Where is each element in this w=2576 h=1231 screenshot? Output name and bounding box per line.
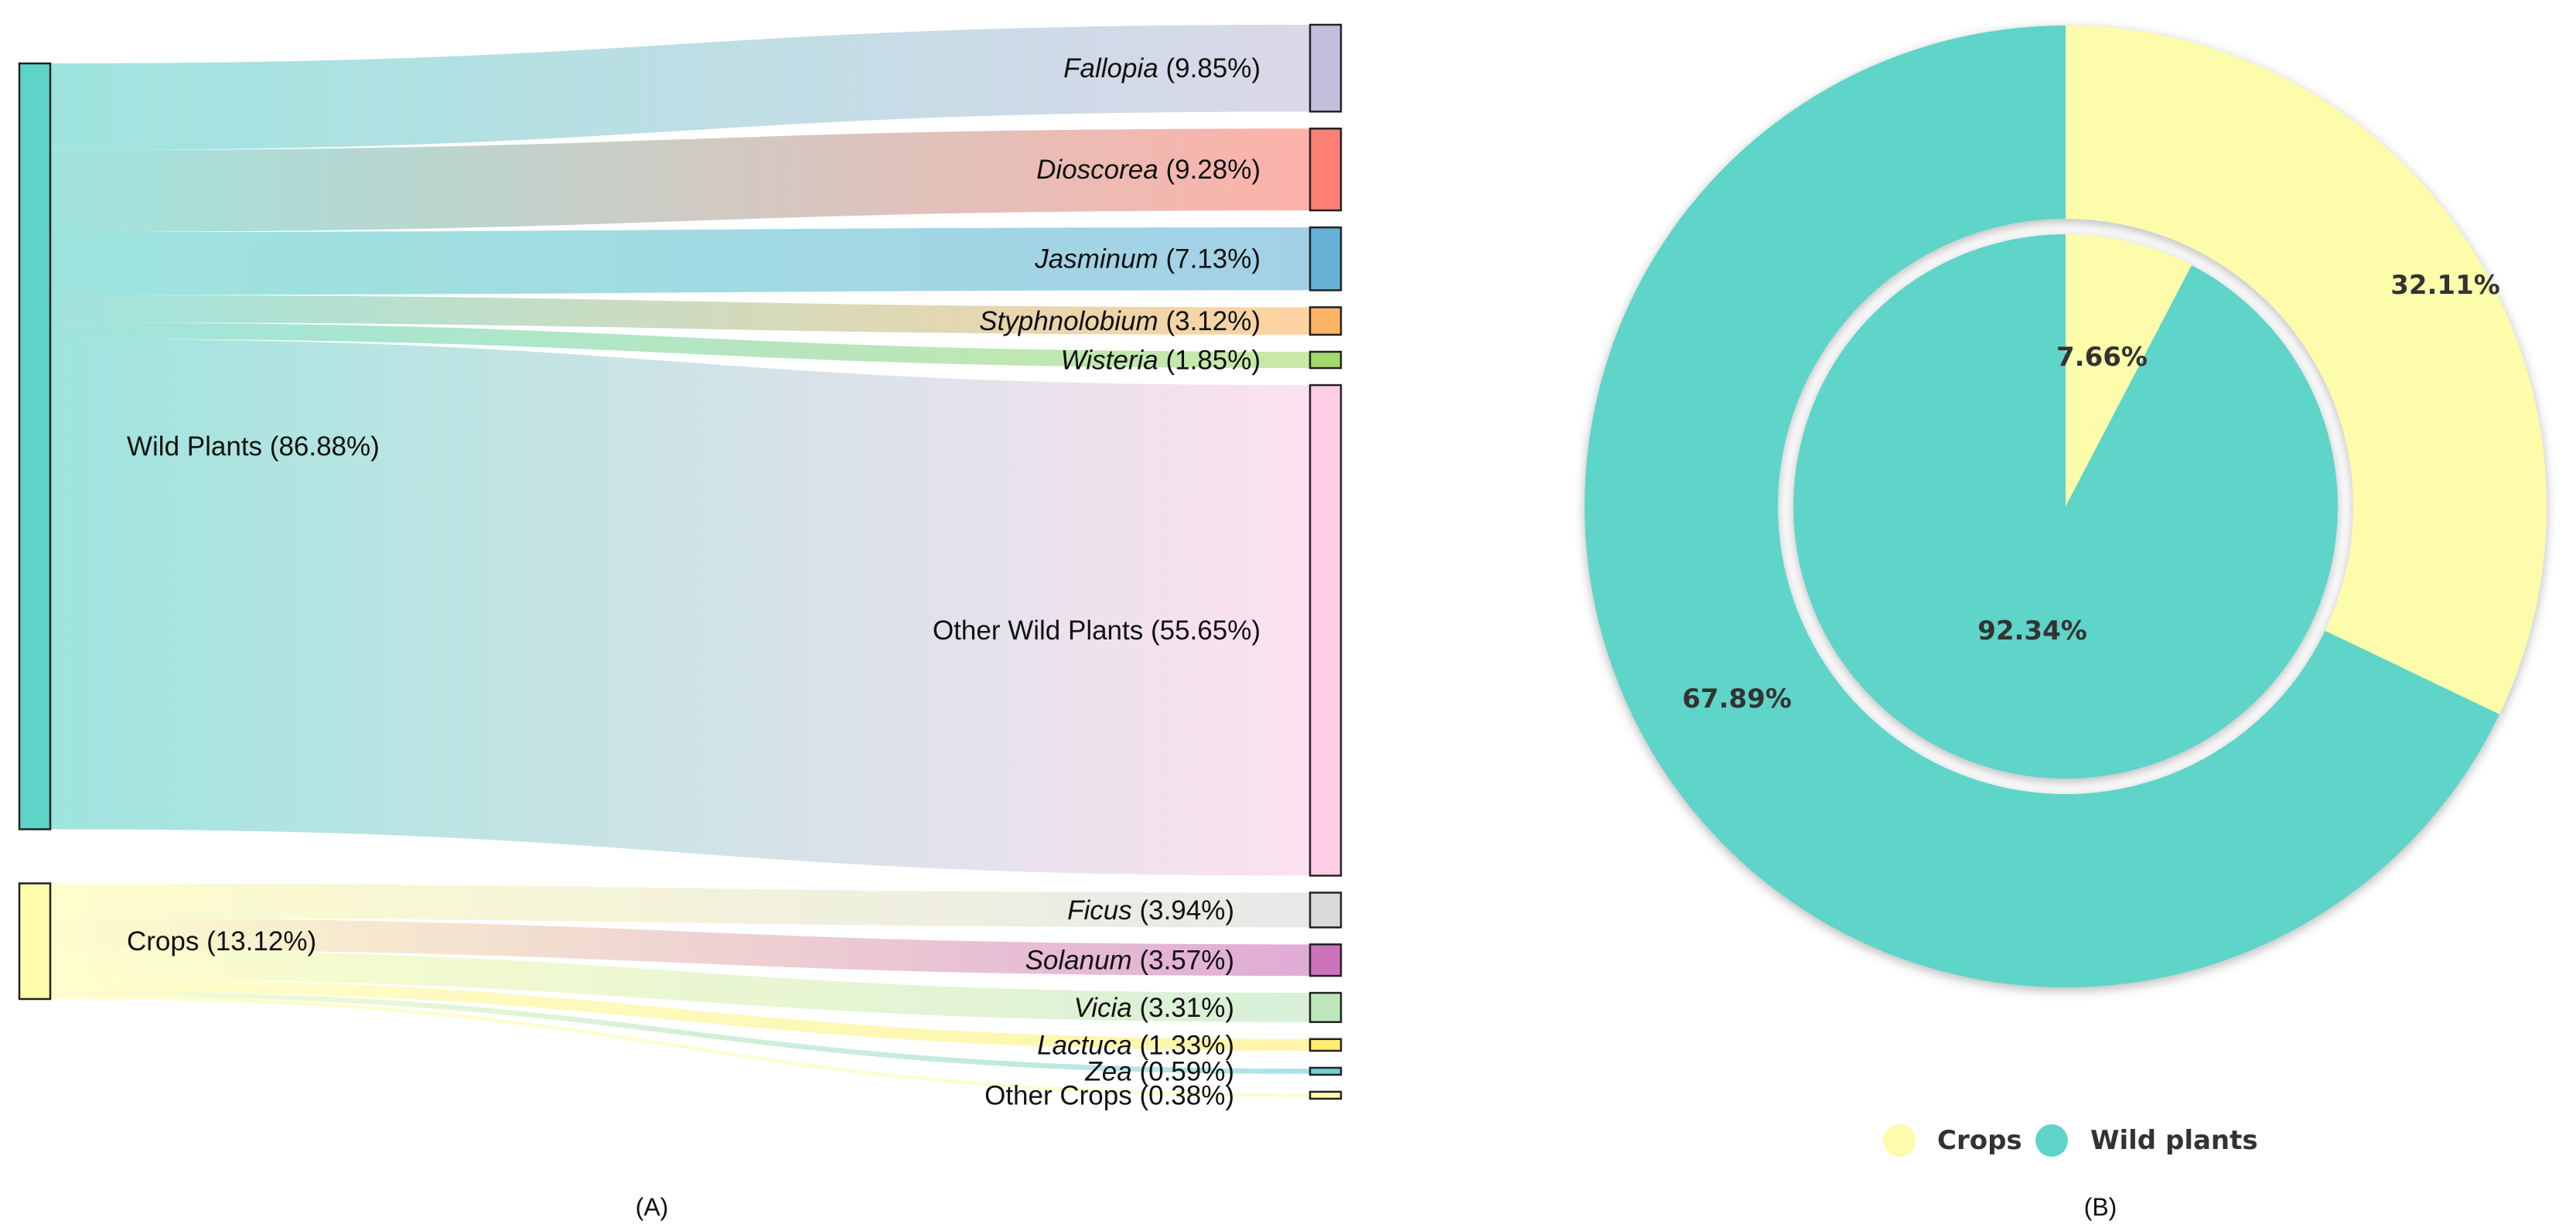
sankey-label-wisteria: Wisteria (1.85%) bbox=[1061, 345, 1261, 375]
outer-label-crops: 32.11% bbox=[2390, 270, 2500, 301]
sankey-label-percent: (3.57%) bbox=[1132, 946, 1234, 976]
sankey-label-percent: (86.88%) bbox=[262, 431, 380, 462]
sankey-node-other-wild-plants bbox=[1308, 384, 1343, 877]
sankey-link-wisteria bbox=[50, 322, 1310, 369]
sankey-link-vicia bbox=[50, 950, 1310, 1022]
legend-marker-wild-plants bbox=[2035, 1124, 2068, 1157]
sankey-label-vicia: Vicia (3.31%) bbox=[1073, 993, 1234, 1023]
sankey-label-wild-plants: Wild Plants (86.88%) bbox=[127, 431, 380, 462]
outer-slice-wild-plants bbox=[1584, 26, 2499, 987]
sankey-label-lactuca: Lactuca (1.33%) bbox=[1037, 1030, 1234, 1060]
legend: Crops Wild plants bbox=[1883, 1124, 2258, 1157]
sankey-label-name: Other Wild Plants bbox=[933, 616, 1143, 646]
legend-label-wild-plants: Wild plants bbox=[2090, 1125, 2258, 1156]
sankey-label-name: Dioscorea bbox=[1036, 155, 1158, 185]
sankey-node-vicia bbox=[1308, 991, 1343, 1024]
sankey-node-wild-plants bbox=[18, 62, 52, 830]
sankey-node-zea bbox=[1308, 1066, 1343, 1076]
sankey-node-jasminum bbox=[1308, 226, 1343, 292]
sankey-link-other-wild-plants bbox=[50, 339, 1310, 876]
inner-slice-wild-plants bbox=[1793, 234, 2339, 779]
legend-label-crops: Crops bbox=[1937, 1125, 2022, 1156]
inner-label-crops: 7.66% bbox=[2056, 342, 2148, 373]
sankey-label-name: Solanum bbox=[1025, 946, 1132, 976]
sankey-label-fallopia: Fallopia (9.85%) bbox=[1063, 53, 1261, 84]
sankey-link-solanum bbox=[50, 918, 1310, 977]
sankey-label-percent: (3.31%) bbox=[1132, 993, 1234, 1023]
sankey-label-solanum: Solanum (3.57%) bbox=[1025, 946, 1234, 976]
sankey-chart: Wild Plants (86.88%) Crops (13.12%) Fallop… bbox=[18, 23, 1343, 1221]
sankey-node-crops bbox=[18, 882, 52, 1001]
inner-label-wild-plants: 92.34% bbox=[1977, 616, 2087, 646]
sankey-link-other-crops bbox=[50, 995, 1310, 1097]
legend-marker-crops bbox=[1883, 1124, 1916, 1157]
sankey-label-name: Fallopia bbox=[1063, 53, 1158, 84]
sankey-label-styphnolobium: Styphnolobium (3.12%) bbox=[979, 306, 1261, 336]
sankey-link-lactuca bbox=[50, 978, 1310, 1051]
sankey-node-ficus bbox=[1308, 892, 1343, 929]
inner-slice-crops bbox=[2066, 234, 2192, 506]
sankey-label-percent: (13.12%) bbox=[199, 926, 316, 956]
donut-chart: 32.11% 67.89% 7.66% 92.34% Crops Wild plant… bbox=[1584, 26, 2547, 1221]
donut-inner-pie bbox=[1793, 234, 2339, 779]
sankey-label-name: Other Crops bbox=[984, 1080, 1132, 1110]
sankey-node-wisteria bbox=[1308, 350, 1343, 370]
sankey-label-name: Crops bbox=[127, 926, 199, 956]
outer-label-wild-plants: 67.89% bbox=[1682, 684, 1792, 714]
sankey-link-fallopia bbox=[50, 25, 1310, 151]
sankey-label-name: Jasminum bbox=[1034, 244, 1158, 275]
sankey-label-percent: (3.12%) bbox=[1158, 306, 1261, 336]
sankey-label-name: Zea bbox=[1084, 1056, 1131, 1086]
sankey-node-other-crops bbox=[1308, 1090, 1343, 1100]
sankey-node-styphnolobium bbox=[1308, 306, 1343, 336]
sankey-label-percent: (1.33%) bbox=[1132, 1030, 1234, 1060]
sankey-label-other-crops: Other Crops (0.38%) bbox=[984, 1080, 1234, 1110]
sankey-label-jasminum: Jasminum (7.13%) bbox=[1034, 244, 1261, 275]
sankey-label-name: Vicia bbox=[1073, 993, 1131, 1023]
sankey-nodes bbox=[18, 23, 1343, 1100]
sankey-label-name: Lactuca bbox=[1037, 1030, 1132, 1060]
panel-label-b: (B) bbox=[2084, 1193, 2117, 1221]
sankey-label-name: Wisteria bbox=[1061, 345, 1158, 375]
sankey-node-dioscorea bbox=[1308, 128, 1343, 212]
sankey-link-jasminum bbox=[50, 227, 1310, 295]
sankey-link-zea bbox=[50, 990, 1310, 1074]
sankey-label-percent: (1.85%) bbox=[1158, 345, 1261, 375]
outer-slice-crops bbox=[2066, 26, 2547, 714]
sankey-label-name: Wild Plants bbox=[127, 431, 262, 462]
sankey-label-name: Ficus bbox=[1067, 895, 1132, 926]
sankey-label-name: Styphnolobium bbox=[979, 306, 1158, 336]
sankey-label-zea: Zea (0.59%) bbox=[1084, 1056, 1234, 1086]
sankey-label-ficus: Ficus (3.94%) bbox=[1067, 895, 1234, 926]
sankey-label-percent: (0.38%) bbox=[1132, 1080, 1234, 1110]
sankey-node-solanum bbox=[1308, 943, 1343, 977]
sankey-label-percent: (9.85%) bbox=[1158, 53, 1261, 84]
sankey-label-dioscorea: Dioscorea (9.28%) bbox=[1036, 155, 1261, 185]
sankey-link-dioscorea bbox=[50, 128, 1310, 233]
sankey-label-crops: Crops (13.12%) bbox=[127, 926, 316, 956]
sankey-label-percent: (3.94%) bbox=[1132, 895, 1234, 926]
donut-labels: 32.11% 67.89% 7.66% 92.34% bbox=[1682, 270, 2500, 714]
sankey-label-percent: (7.13%) bbox=[1158, 244, 1261, 275]
donut-outer-ring bbox=[1584, 26, 2547, 987]
sankey-label-percent: (55.65%) bbox=[1143, 616, 1261, 646]
sankey-links bbox=[50, 25, 1310, 1097]
sankey-label-percent: (9.28%) bbox=[1158, 155, 1261, 185]
sankey-label-percent: (0.59%) bbox=[1132, 1056, 1234, 1086]
sankey-labels: Wild Plants (86.88%) Crops (13.12%) Fallop… bbox=[127, 53, 1261, 1110]
sankey-link-styphnolobium bbox=[50, 295, 1310, 335]
sankey-node-lactuca bbox=[1308, 1038, 1343, 1052]
sankey-link-ficus bbox=[50, 883, 1310, 928]
sankey-label-other-wild-plants: Other Wild Plants (55.65%) bbox=[933, 616, 1261, 646]
panel-label-a: (A) bbox=[636, 1193, 669, 1221]
sankey-node-fallopia bbox=[1308, 23, 1343, 113]
